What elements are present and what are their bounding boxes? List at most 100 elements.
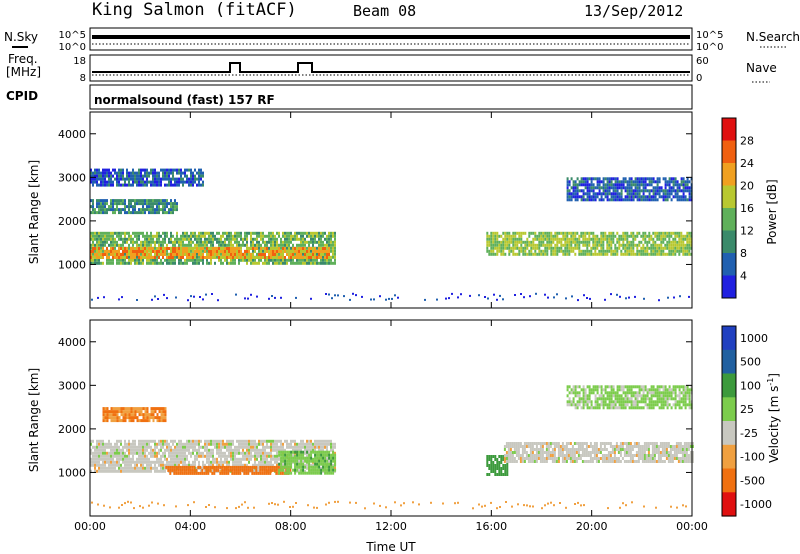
power-echo-cell — [314, 231, 316, 235]
power-echo-cell — [676, 234, 679, 238]
power-echo-cell — [578, 246, 581, 250]
power-echo-cell — [230, 234, 232, 238]
velocity-echo-cell — [507, 448, 510, 451]
power-echo-cell — [150, 234, 152, 238]
velocity-echo-cell — [304, 448, 306, 452]
velocity-echo-cell — [537, 451, 540, 454]
velocity-echo-cell — [282, 453, 285, 457]
power-echo-cell — [326, 261, 328, 265]
velocity-echo-cell — [180, 442, 182, 446]
velocity-echo-cell — [300, 453, 303, 457]
velocity-echo-cell — [180, 460, 182, 464]
power-echo-cell — [314, 250, 316, 253]
power-echo-cell — [154, 256, 156, 259]
power-echo-cell — [96, 258, 98, 262]
power-echo-cell — [202, 174, 204, 178]
power-echo-cell — [610, 195, 613, 199]
power-echo-cell — [98, 205, 100, 209]
power-echo-cell — [126, 211, 128, 215]
power-echo-cell — [172, 243, 174, 247]
power-echo-cell — [230, 253, 232, 256]
velocity-echo-cell — [146, 469, 148, 473]
power-echo-cell — [644, 186, 647, 190]
velocity-echo-cell — [108, 457, 110, 461]
velocity-echo-cell — [316, 468, 319, 472]
velocity-echo-cell — [294, 471, 297, 475]
velocity-echo-cell — [503, 457, 506, 460]
power-echo-cell — [222, 250, 224, 253]
velocity-echo-cell — [496, 467, 499, 470]
power-echo-cell — [246, 240, 248, 244]
power-echo-cell — [284, 237, 286, 241]
velocity-echo-cell — [266, 457, 268, 461]
power-echo-cell — [120, 211, 122, 215]
power-echo-cell — [612, 234, 615, 238]
power-echo-cell — [200, 183, 202, 187]
velocity-echo-cell — [162, 413, 165, 417]
power-echo-cell — [220, 247, 222, 250]
power-echo-cell — [244, 250, 246, 253]
power-scatter-cell — [355, 294, 357, 297]
velocity-echo-cell — [290, 450, 293, 454]
velocity-echo-cell — [168, 442, 170, 446]
power-echo-cell — [570, 249, 573, 253]
velocity-echo-cell — [144, 451, 146, 455]
power-echo-cell — [672, 237, 675, 241]
velocity-echo-cell — [124, 416, 127, 420]
velocity-echo-cell — [248, 439, 250, 443]
velocity-echo-cell — [264, 457, 266, 461]
power-echo-cell — [602, 246, 605, 250]
power-echo-cell — [262, 234, 264, 238]
velocity-echo-cell — [122, 451, 124, 455]
power-echo-cell — [642, 231, 645, 235]
velocity-echo-cell — [498, 473, 501, 476]
power-echo-cell — [162, 168, 164, 172]
power-echo-cell — [578, 249, 581, 253]
power-echo-cell — [630, 249, 633, 253]
power-echo-cell — [308, 231, 310, 235]
power-echo-cell — [488, 252, 491, 256]
velocity-echo-cell — [278, 445, 280, 449]
velocity-echo-cell — [272, 445, 274, 449]
power-echo-cell — [132, 208, 134, 212]
power-echo-cell — [106, 174, 108, 178]
velocity-echo-cell — [102, 413, 105, 417]
power-scatter-cell — [268, 297, 270, 300]
power-echo-cell — [260, 250, 262, 253]
power-echo-cell — [510, 240, 513, 244]
velocity-echo-cell — [236, 460, 238, 464]
velocity-echo-cell — [197, 465, 200, 469]
power-echo-cell — [214, 261, 216, 265]
power-echo-cell — [112, 253, 114, 256]
power-scatter-cell — [658, 299, 660, 302]
power-echo-cell — [226, 250, 228, 253]
power-echo-cell — [138, 234, 140, 238]
power-echo-cell — [690, 252, 693, 256]
velocity-echo-cell — [106, 442, 108, 446]
power-echo-cell — [594, 177, 597, 181]
velocity-echo-cell — [266, 445, 268, 449]
velocity-echo-cell — [142, 445, 144, 449]
power-echo-cell — [184, 253, 186, 256]
velocity-echo-cell — [276, 439, 278, 443]
power-echo-cell — [278, 247, 280, 250]
power-echo-cell — [624, 246, 627, 250]
power-echo-cell — [636, 183, 639, 187]
power-echo-cell — [590, 198, 593, 202]
power-echo-cell — [180, 234, 182, 238]
velocity-echo-cell — [104, 419, 107, 423]
velocity-echo-cell — [274, 457, 276, 461]
power-echo-cell — [126, 256, 128, 259]
velocity-echo-cell — [92, 445, 94, 449]
power-echo-cell — [224, 256, 226, 259]
power-echo-cell — [102, 253, 104, 256]
velocity-echo-cell — [258, 466, 260, 470]
power-echo-cell — [504, 246, 507, 250]
power-echo-cell — [224, 250, 226, 253]
power-echo-cell — [312, 255, 314, 259]
power-echo-cell — [628, 252, 631, 256]
power-echo-cell — [636, 246, 639, 250]
velocity-echo-cell — [118, 410, 121, 414]
power-echo-cell — [146, 243, 148, 247]
power-echo-cell — [330, 261, 332, 265]
